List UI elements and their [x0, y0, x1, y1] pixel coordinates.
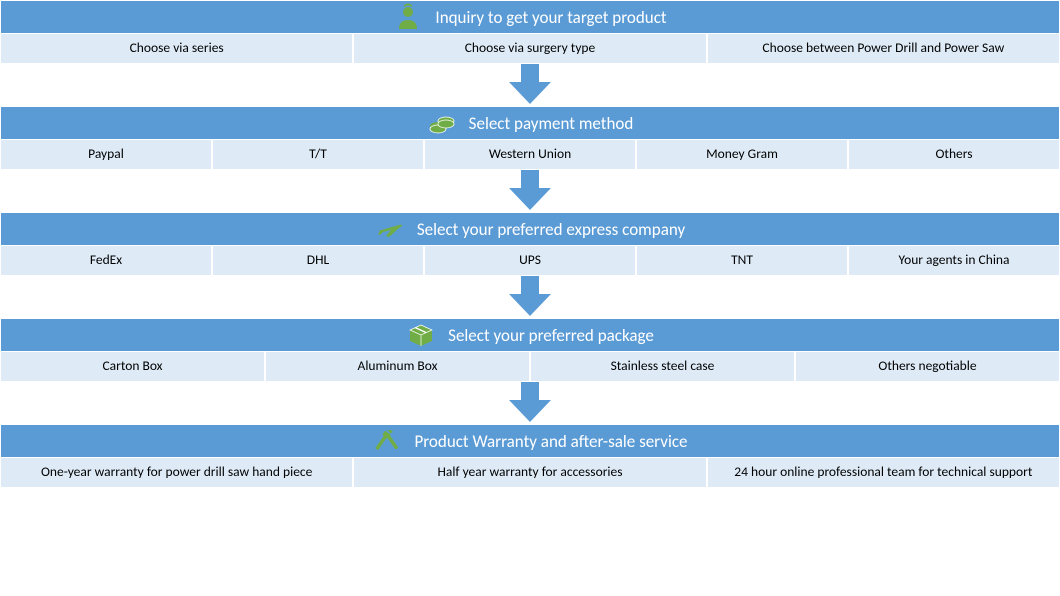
option-cell: 24 hour online professional team for tec…	[708, 458, 1059, 487]
option-cell: Choose between Power Drill and Power Saw	[708, 34, 1059, 63]
option-cell: TNT	[637, 246, 849, 275]
down-arrow-icon	[0, 170, 1060, 212]
section-title: Product Warranty and after-sale service	[414, 431, 687, 452]
section-header: Inquiry to get your target product	[0, 0, 1060, 34]
coins-icon	[427, 109, 457, 137]
section-0: Inquiry to get your target product Choose…	[0, 0, 1060, 64]
option-cell: Choose via series	[1, 34, 354, 63]
options-row: PaypalT/TWestern UnionMoney GramOthers	[0, 140, 1060, 170]
section-title: Select payment method	[469, 113, 634, 134]
option-cell: Western Union	[425, 140, 637, 169]
option-cell: DHL	[213, 246, 425, 275]
section-title: Inquiry to get your target product	[435, 7, 666, 28]
section-title: Select your preferred express company	[417, 219, 685, 240]
process-flow-diagram: Inquiry to get your target product Choose…	[0, 0, 1060, 488]
option-cell: Others	[849, 140, 1059, 169]
options-row: FedExDHLUPSTNTYour agents in China	[0, 246, 1060, 276]
option-cell: T/T	[213, 140, 425, 169]
box-icon	[406, 321, 436, 349]
section-4: Product Warranty and after-sale service O…	[0, 424, 1060, 488]
section-3: Select your preferred package Carton BoxA…	[0, 318, 1060, 382]
option-cell: Others negotiable	[796, 352, 1059, 381]
section-header: Product Warranty and after-sale service	[0, 424, 1060, 458]
down-arrow-icon	[0, 64, 1060, 106]
section-header: Select your preferred express company	[0, 212, 1060, 246]
section-title: Select your preferred package	[448, 325, 654, 346]
options-row: Carton BoxAluminum BoxStainless steel ca…	[0, 352, 1060, 382]
down-arrow-icon	[0, 382, 1060, 424]
section-header: Select your preferred package	[0, 318, 1060, 352]
person-icon	[393, 3, 423, 31]
option-cell: Money Gram	[637, 140, 849, 169]
option-cell: Your agents in China	[849, 246, 1059, 275]
option-cell: FedEx	[1, 246, 213, 275]
section-1: Select payment method PaypalT/TWestern Un…	[0, 106, 1060, 170]
options-row: Choose via seriesChoose via surgery type…	[0, 34, 1060, 64]
option-cell: Aluminum Box	[266, 352, 531, 381]
option-cell: Carton Box	[1, 352, 266, 381]
section-header: Select payment method	[0, 106, 1060, 140]
section-2: Select your preferred express company Fed…	[0, 212, 1060, 276]
options-row: One-year warranty for power drill saw ha…	[0, 458, 1060, 488]
option-cell: Half year warranty for accessories	[354, 458, 707, 487]
down-arrow-icon	[0, 276, 1060, 318]
tools-icon	[372, 427, 402, 455]
option-cell: UPS	[425, 246, 637, 275]
option-cell: Stainless steel case	[531, 352, 796, 381]
option-cell: One-year warranty for power drill saw ha…	[1, 458, 354, 487]
option-cell: Choose via surgery type	[354, 34, 707, 63]
option-cell: Paypal	[1, 140, 213, 169]
plane-icon	[375, 215, 405, 243]
